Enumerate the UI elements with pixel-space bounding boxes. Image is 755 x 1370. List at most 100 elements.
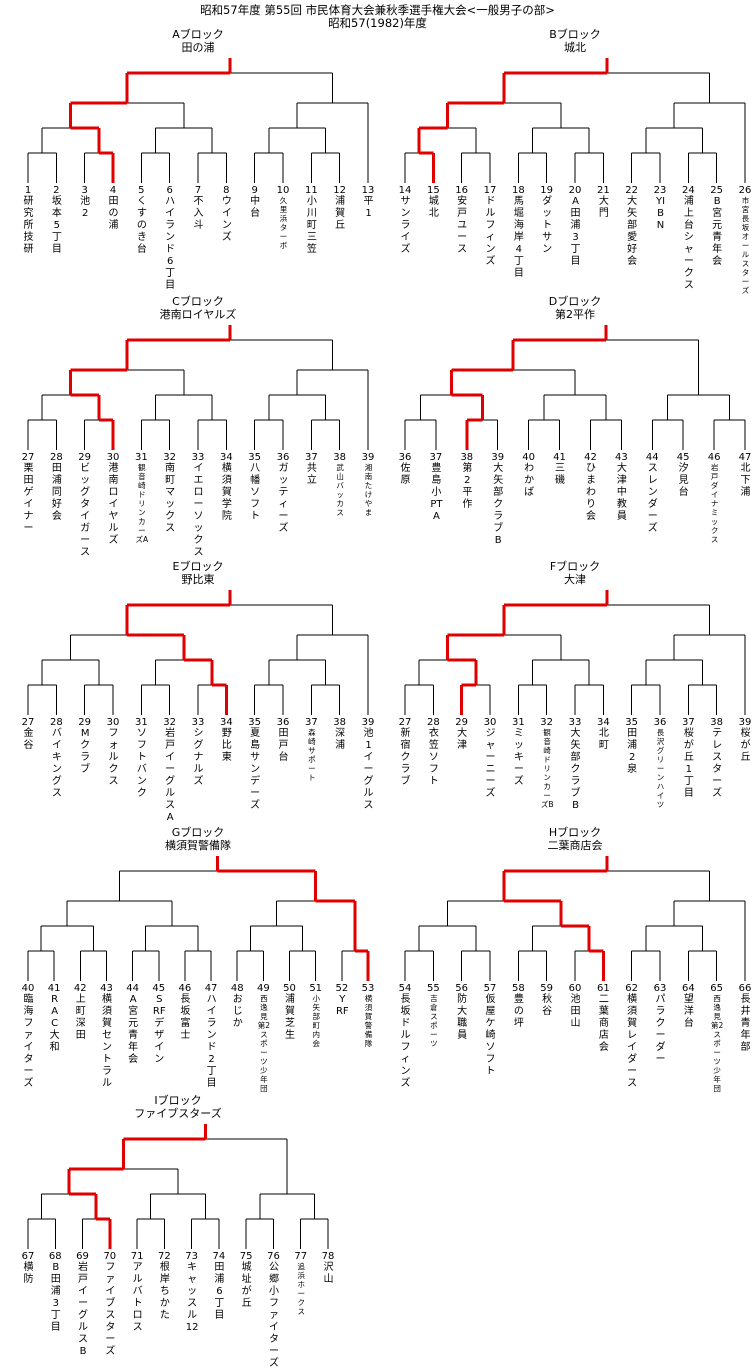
team-name: 桜が丘1丁目 [683, 728, 694, 799]
block-label: Fブロック [549, 560, 601, 573]
team-name: 浦賀芝生 [285, 994, 296, 1041]
team-number: 1 [24, 185, 32, 196]
block-winner: 第2平作 [555, 308, 595, 321]
team-name: 北町 [598, 728, 609, 751]
team-name: 馬堀海岸4丁目 [513, 196, 524, 279]
team-name: 久里浜ターボ [279, 196, 288, 250]
team-name: 北下浦 [740, 463, 751, 498]
team-number: 8 [223, 185, 230, 196]
team-name: キャッスル12 [185, 1262, 199, 1333]
team-number: 42 [584, 452, 597, 463]
team-name: イエローソックス [193, 463, 204, 558]
team-name: 横須賀レイダース [627, 994, 638, 1089]
team-name: 坂本5丁目 [51, 196, 62, 255]
team-name: 港南ロイヤルズ [108, 463, 119, 546]
team-name: 沢山 [323, 1262, 334, 1285]
team-name: 汐見台 [678, 463, 689, 498]
team-number: 32 [163, 717, 177, 728]
team-name: 観音崎ドリンカーズA [135, 463, 149, 544]
team-number: 34 [596, 717, 610, 728]
block-winner: 港南ロイヤルズ [159, 308, 237, 321]
team-name: 西逸見第2スポーツ少年団 [257, 994, 271, 1093]
team-number: 29 [78, 452, 92, 463]
team-number: 72 [157, 1251, 171, 1262]
block-winner: 野比東 [181, 573, 215, 586]
block-winner: 城北 [564, 41, 586, 54]
team-name: ダットサン [542, 196, 553, 255]
team-number: 31 [134, 452, 148, 463]
team-number: 59 [540, 983, 554, 994]
team-number: 44 [126, 983, 139, 994]
block-winner: 横須賀警備隊 [165, 839, 231, 852]
team-number: 37 [304, 452, 318, 463]
team-number: 36 [276, 717, 290, 728]
team-number: 74 [212, 1251, 226, 1262]
team-number: 35 [625, 717, 639, 728]
team-number: 54 [398, 983, 412, 994]
team-name: くすのき台 [136, 196, 147, 255]
team-name: スレンダーズ [647, 463, 658, 534]
team-number: 36 [398, 452, 412, 463]
team-name: バイキングス [51, 728, 62, 799]
team-number: 37 [429, 452, 443, 463]
team-name: 三磯 [555, 463, 566, 486]
team-number: 69 [76, 1251, 89, 1262]
team-number: 27 [21, 452, 35, 463]
team-number: 57 [483, 983, 497, 994]
team-number: 58 [511, 983, 525, 994]
block-winner: ファイブスターズ [134, 1107, 222, 1120]
team-name: 横須賀学院 [221, 463, 232, 522]
team-name: 長沢グリーンハイツ [656, 728, 665, 809]
team-number: 34 [219, 452, 233, 463]
team-name: 大矢部愛好会 [627, 196, 638, 267]
block-label: Bブロック [549, 28, 601, 41]
team-number: 39 [738, 717, 752, 728]
team-name: 岩戸ダイナミックス [710, 463, 719, 544]
block-winner: 二葉商店会 [547, 839, 603, 852]
team-number: 38 [333, 452, 347, 463]
team-name: 栗田ゲイナー [23, 463, 34, 534]
team-name: 大門 [598, 196, 609, 219]
team-name: 安戸ユース [457, 196, 468, 255]
team-number: 30 [106, 717, 120, 728]
team-name: 森崎サポート [308, 728, 316, 782]
team-number: 9 [251, 185, 258, 196]
block-winner: 田の浦 [181, 41, 215, 54]
team-name: 大津 [457, 728, 468, 751]
team-name: ガッティーズ [278, 463, 289, 534]
team-name: 仮屋ケ崎ソフト [485, 994, 496, 1077]
team-number: 41 [553, 452, 566, 463]
team-name: A宮元青年会 [128, 994, 139, 1065]
team-number: 42 [73, 983, 87, 994]
team-number: 44 [645, 452, 659, 463]
team-name: Mクラブ [80, 728, 91, 775]
team-name: A田浦3丁目 [570, 196, 581, 267]
team-number: 48 [230, 983, 244, 994]
team-name: 深浦 [335, 728, 346, 751]
team-number: 78 [321, 1251, 335, 1262]
team-name: 西逸見第2スポーツ少年団 [711, 994, 724, 1093]
team-name: ジャーニーズ [485, 728, 496, 799]
team-number: 55 [426, 983, 440, 994]
team-number: 68 [48, 1251, 62, 1262]
team-number: 15 [426, 185, 440, 196]
team-number: 73 [185, 1251, 198, 1262]
team-name: 平1 [363, 196, 374, 219]
team-name: YRF [335, 994, 349, 1017]
team-name: 城址が丘 [241, 1262, 252, 1309]
team-number: 2 [53, 185, 60, 196]
team-name: 根岸ちかた [159, 1262, 170, 1321]
team-number: 19 [540, 185, 554, 196]
team-number: 65 [710, 983, 724, 994]
team-name: シグナルズ [193, 728, 204, 787]
team-name: 夏島サンデーズ [250, 728, 261, 811]
team-name: 防大職員 [457, 994, 468, 1041]
team-name: アルバトロス [132, 1262, 143, 1333]
team-name: 浦賀丘 [335, 196, 346, 231]
team-name: 不入斗 [193, 196, 204, 231]
team-number: 75 [239, 1251, 253, 1262]
team-name: 研究所技研 [23, 196, 34, 255]
team-name: 長井青年部 [740, 994, 751, 1053]
team-number: 70 [103, 1251, 117, 1262]
team-number: 27 [21, 717, 35, 728]
